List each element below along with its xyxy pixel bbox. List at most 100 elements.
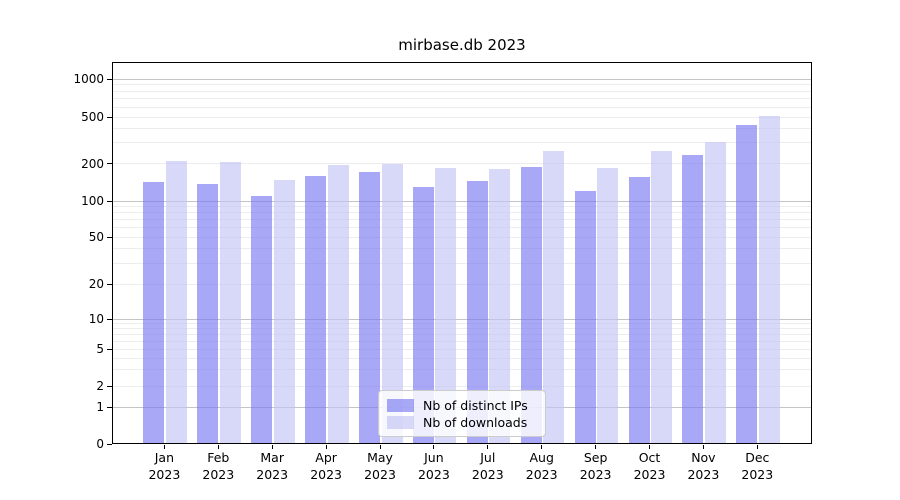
y-gridline-minor — [112, 127, 812, 129]
x-tick-year: 2023 — [256, 466, 289, 482]
bar-nb-of-downloads-nov — [704, 142, 726, 444]
y-tick-mark — [107, 406, 112, 408]
bar-nb-of-downloads-jan — [165, 161, 187, 444]
y-tick-label: 200 — [81, 156, 104, 171]
legend-label: Nb of downloads — [423, 415, 528, 430]
x-tick-label: Jun 2023 — [406, 450, 462, 483]
bar-nb-of-distinct-ips-may — [359, 172, 380, 444]
y-gridline-minor — [112, 212, 812, 214]
bar-nb-of-distinct-ips-aug — [520, 166, 542, 444]
y-gridline-minor — [112, 142, 812, 144]
legend-entry: Nb of distinct IPs — [387, 397, 545, 414]
legend-entry: Nb of downloads — [387, 414, 545, 431]
y-gridline-minor — [112, 369, 812, 371]
x-tick-year: 2023 — [633, 466, 666, 482]
y-gridline-minor — [112, 98, 812, 100]
bar-nb-of-downloads-mar — [273, 179, 295, 444]
x-tick-year: 2023 — [471, 466, 504, 482]
bar-nb-of-distinct-ips-sep — [574, 190, 596, 444]
legend: Nb of distinct IPs Nb of downloads — [378, 390, 546, 437]
y-gridline-minor — [112, 262, 812, 264]
y-gridline-minor — [112, 90, 812, 92]
x-tick-mark — [702, 445, 704, 449]
bar-nb-of-distinct-ips-jul — [466, 181, 488, 444]
y-tick-label: 10 — [88, 312, 104, 326]
x-tick-label: Oct 2023 — [622, 450, 678, 483]
x-tick-month: May — [367, 450, 393, 465]
bar-nb-of-distinct-ips-mar — [251, 196, 273, 444]
x-tick-month: Apr — [315, 450, 337, 465]
y-tick-label: 20 — [88, 277, 104, 291]
x-tick-month: Jun — [424, 450, 444, 465]
x-tick-month: Feb — [207, 450, 230, 465]
legend-swatch-icon — [387, 416, 414, 429]
x-tick-mark — [163, 445, 165, 449]
y-gridline-major — [112, 78, 812, 80]
x-tick-mark — [271, 445, 273, 449]
x-tick-month: Dec — [745, 450, 770, 465]
y-axis-labels: 1000 500 200 100 50 20 10 5 2 1 0 — [38, 62, 104, 451]
grid-layer — [112, 62, 812, 444]
bar-nb-of-downloads-jun — [435, 168, 457, 444]
x-tick-month: Jan — [154, 450, 175, 465]
x-tick-label: Feb 2023 — [190, 450, 246, 483]
y-tick-label: 50 — [88, 230, 104, 244]
x-tick-month: Mar — [260, 450, 284, 465]
bar-nb-of-downloads-sep — [597, 168, 619, 444]
x-tick-year: 2023 — [687, 466, 720, 482]
x-tick-year: 2023 — [579, 466, 612, 482]
y-tick-label: 500 — [81, 110, 104, 124]
y-tick-mark — [107, 116, 112, 118]
y-tick-mark — [107, 163, 112, 164]
bar-nb-of-downloads-oct — [651, 151, 672, 444]
x-tick-year: 2023 — [741, 466, 774, 482]
bar-nb-of-distinct-ips-dec — [736, 124, 758, 444]
y-tick-mark — [107, 236, 112, 238]
x-tick-mark — [595, 445, 597, 449]
y-gridline-minor — [112, 283, 812, 285]
x-tick-label: Apr 2023 — [298, 450, 354, 483]
y-tick-label: 5 — [96, 342, 104, 356]
plot-area: Nb of distinct IPs Nb of downloads — [112, 62, 812, 444]
bar-nb-of-downloads-jul — [489, 168, 511, 444]
legend-label: Nb of distinct IPs — [423, 398, 528, 413]
bar-nb-of-downloads-dec — [758, 116, 780, 444]
x-tick-mark — [433, 445, 435, 449]
y-gridline-minor — [112, 84, 812, 86]
x-tick-mark — [379, 445, 381, 449]
x-tick-month: Sep — [583, 450, 608, 465]
x-tick-year: 2023 — [310, 466, 342, 482]
x-tick-month: Jul — [480, 450, 496, 465]
x-tick-mark — [487, 445, 489, 449]
x-tick-label: Aug 2023 — [514, 450, 570, 483]
x-tick-month: Nov — [691, 450, 716, 465]
bar-nb-of-distinct-ips-apr — [305, 176, 327, 444]
y-tick-label: 0 — [96, 437, 104, 451]
y-tick-label: 2 — [96, 379, 104, 393]
x-axis-labels: Jan 2023 Feb 2023 Mar 2023 Apr 2023 May 2023 Jun 20… — [112, 450, 812, 490]
x-tick-year: 2023 — [202, 466, 235, 482]
y-tick-mark — [107, 385, 112, 387]
x-tick-label: Sep 2023 — [568, 450, 624, 483]
y-gridline-minor — [112, 247, 812, 249]
x-tick-mark — [649, 445, 650, 449]
x-tick-year: 2023 — [148, 466, 181, 482]
y-tick-label: 1 — [96, 400, 104, 414]
y-gridline-minor — [112, 333, 812, 335]
bar-nb-of-distinct-ips-oct — [628, 177, 650, 444]
x-tick-label: Jan 2023 — [136, 450, 192, 483]
chart-title: mirbase.db 2023 — [398, 36, 526, 54]
bar-nb-of-distinct-ips-jun — [412, 186, 434, 444]
x-tick-mark — [217, 445, 219, 449]
x-tick-label: Dec 2023 — [729, 450, 785, 483]
y-gridline-minor — [112, 227, 812, 229]
bar-nb-of-distinct-ips-feb — [197, 183, 219, 444]
y-tick-mark — [107, 443, 112, 445]
y-tick-mark — [107, 348, 112, 350]
y-gridline-minor — [112, 323, 812, 325]
x-tick-label: Jul 2023 — [460, 450, 516, 483]
y-gridline-minor — [112, 106, 812, 108]
y-tick-mark — [107, 283, 112, 285]
y-gridline-minor — [112, 116, 812, 118]
